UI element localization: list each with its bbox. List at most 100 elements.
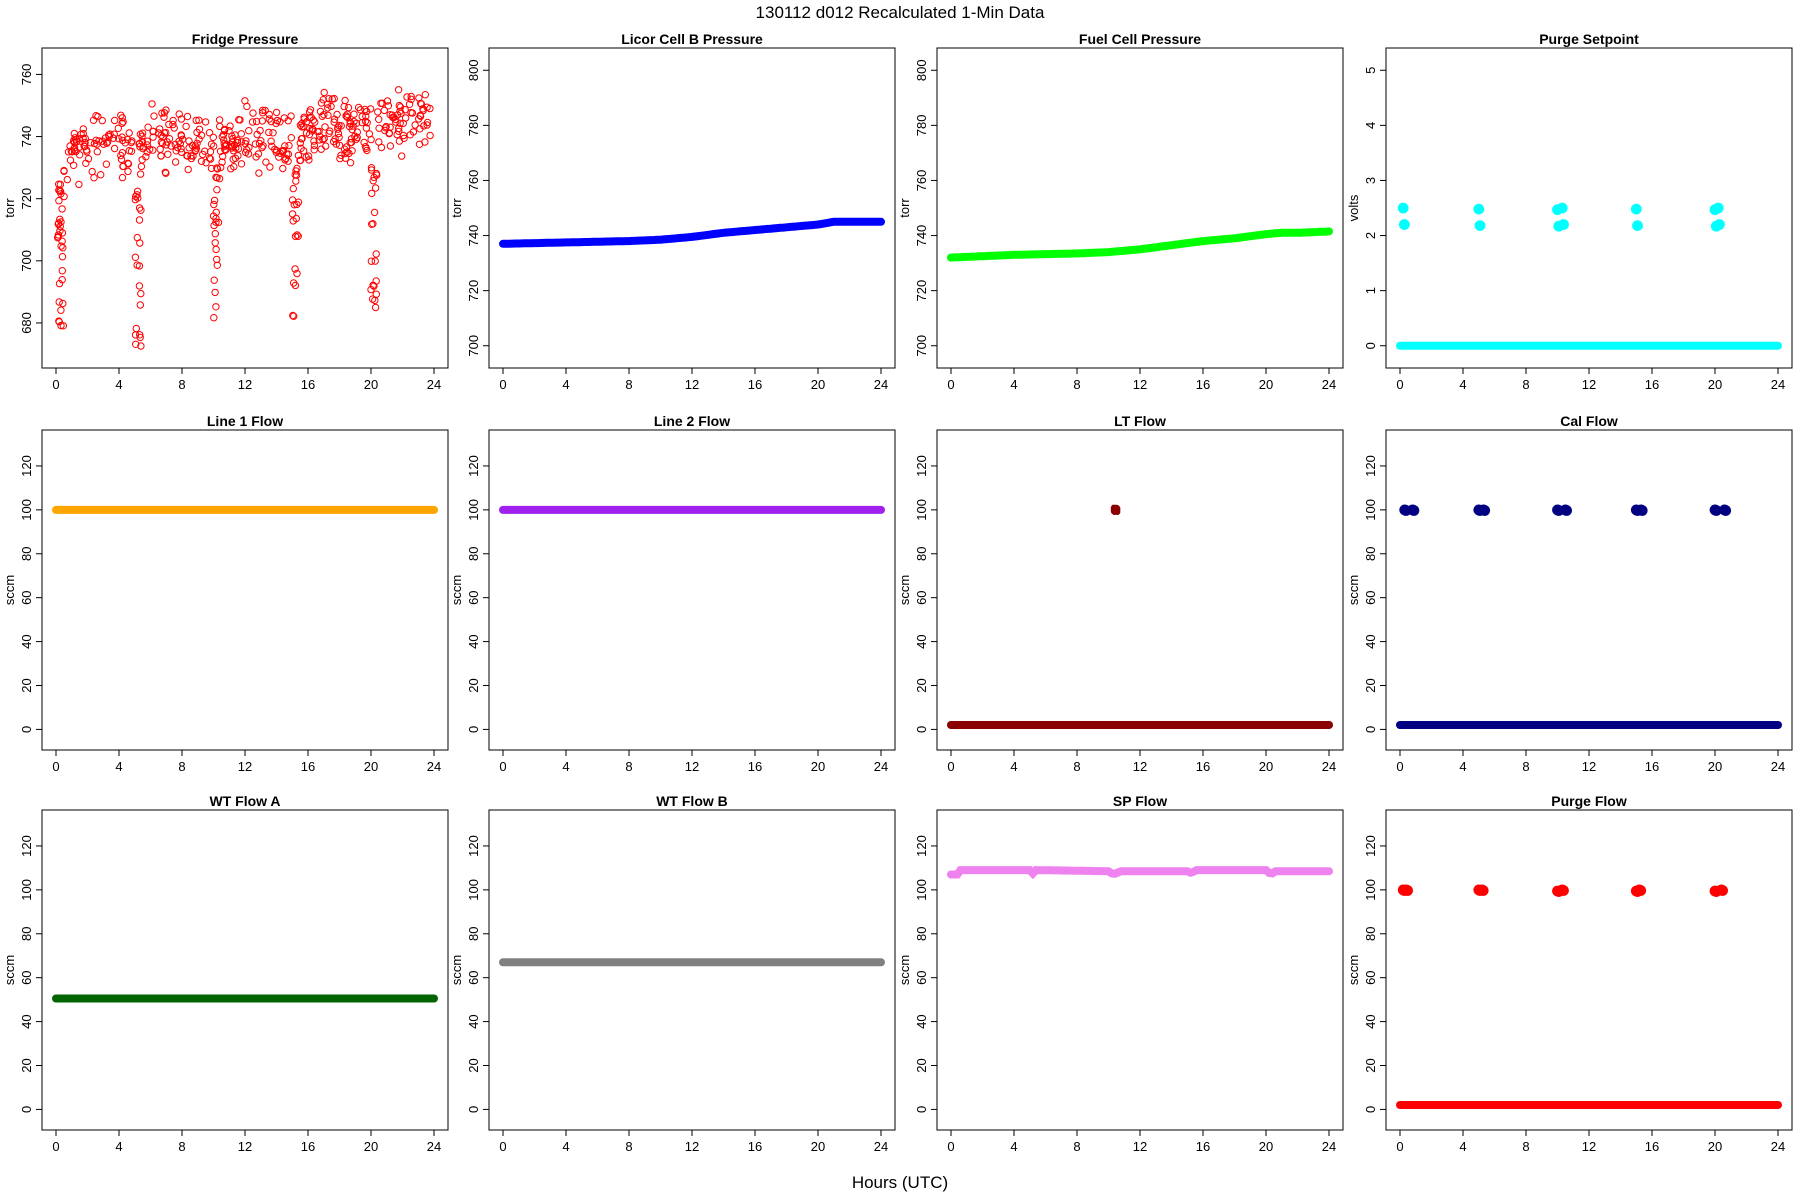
- data-point: [1558, 885, 1569, 896]
- data-point: [293, 231, 301, 239]
- x-tick-label: 16: [748, 1139, 762, 1154]
- data-point: [81, 134, 90, 143]
- data-point: [381, 126, 389, 135]
- x-tick-label: 24: [1322, 1139, 1336, 1154]
- data-point: [213, 186, 221, 194]
- data-point: [407, 108, 415, 117]
- x-tick-label: 20: [1708, 1139, 1722, 1154]
- x-tick-label: 0: [1396, 759, 1403, 774]
- data-point: [416, 112, 425, 120]
- y-axis-label: sccm: [449, 575, 464, 605]
- y-tick-label: 120: [1363, 455, 1378, 477]
- data-point: [57, 242, 65, 250]
- data-point: [213, 261, 222, 269]
- data-point: [248, 118, 257, 126]
- data-point: [417, 100, 426, 108]
- y-axis-label: sccm: [2, 575, 17, 605]
- data-point: [259, 106, 267, 115]
- x-tick-label: 0: [499, 759, 506, 774]
- y-axis-label: torr: [449, 198, 464, 218]
- x-tick-label: 12: [685, 377, 699, 392]
- data-point: [138, 132, 146, 141]
- data-point: [315, 136, 323, 144]
- y-axis-label: sccm: [897, 575, 912, 605]
- data-point: [363, 119, 371, 127]
- data-point: [212, 245, 220, 254]
- data-point: [221, 146, 230, 154]
- data-point: [171, 140, 180, 149]
- data-point: [1556, 202, 1568, 214]
- data-point: [283, 150, 291, 158]
- plot-frame: [41, 47, 449, 369]
- data-point: [218, 133, 227, 141]
- x-tick-label: 16: [301, 377, 315, 392]
- data-point: [375, 115, 383, 124]
- data-point: [93, 148, 102, 156]
- y-tick-label: 20: [466, 1058, 481, 1072]
- data-point: [324, 111, 332, 120]
- data-point: [395, 137, 404, 145]
- panel-sp-flow: SP Flow 0 4 8 12 16 20 24 0 20 40 60 80 100 120 sccm: [897, 793, 1344, 1154]
- data-point: [70, 129, 79, 138]
- y-tick-label: 0: [19, 726, 34, 733]
- x-tick-label: 24: [874, 377, 888, 392]
- data-point: [291, 281, 300, 290]
- x-tick-label: 12: [1133, 759, 1147, 774]
- data-point: [342, 143, 351, 151]
- series-line: [947, 866, 1333, 880]
- y-tick-label: 780: [466, 115, 481, 137]
- data-point: [337, 151, 345, 160]
- series-line: [1110, 504, 1121, 515]
- data-point: [103, 139, 111, 147]
- y-tick-label: 120: [466, 835, 481, 857]
- x-tick-label: 24: [1771, 759, 1785, 774]
- y-tick-label: 40: [914, 1014, 929, 1028]
- y-tick-label: 120: [19, 835, 34, 857]
- y-tick-label: 80: [1363, 927, 1378, 941]
- data-point: [230, 163, 238, 171]
- plot-frame: [1385, 809, 1793, 1131]
- data-point: [415, 140, 424, 149]
- data-point: [211, 230, 220, 238]
- data-point: [75, 180, 83, 189]
- y-tick-label: 700: [466, 335, 481, 357]
- y-tick-label: 60: [1363, 590, 1378, 604]
- x-axis-title: Hours (UTC): [852, 1173, 948, 1192]
- data-point: [315, 127, 323, 136]
- data-point: [209, 212, 218, 220]
- data-point: [57, 190, 65, 198]
- data-point: [135, 140, 143, 148]
- plot-frame: [41, 429, 449, 751]
- data-point: [366, 105, 375, 113]
- y-tick-label: 680: [19, 312, 34, 334]
- data-point: [158, 109, 166, 117]
- data-point: [310, 146, 318, 154]
- y-axis-label: sccm: [1346, 955, 1361, 985]
- data-point: [1402, 885, 1413, 896]
- panel-wt-flow-a: WT Flow A 0 4 8 12 16 20 24 0 20 40 60 80 100 120 sccm: [2, 793, 449, 1154]
- series-line: [947, 227, 1333, 262]
- data-point: [342, 112, 351, 120]
- y-tick-label: 120: [914, 835, 929, 857]
- plot-frame: [936, 809, 1344, 1131]
- x-tick-label: 0: [52, 759, 59, 774]
- x-tick-label: 4: [115, 377, 122, 392]
- data-point: [132, 340, 140, 348]
- data-point: [331, 135, 339, 143]
- data-point: [1408, 505, 1420, 516]
- x-tick-label: 0: [52, 377, 59, 392]
- data-point: [95, 137, 103, 145]
- data-point: [307, 113, 315, 121]
- data-point: [56, 222, 64, 231]
- y-tick-label: 80: [914, 547, 929, 561]
- data-point: [150, 112, 158, 120]
- x-tick-label: 4: [562, 759, 569, 774]
- x-tick-label: 0: [499, 377, 506, 392]
- panel-title: Line 1 Flow: [207, 413, 283, 429]
- data-point: [132, 192, 140, 201]
- y-axis-label: volts: [1346, 194, 1361, 221]
- x-tick-label: 12: [238, 759, 252, 774]
- panel-title: WT Flow A: [209, 793, 280, 809]
- y-tick-label: 700: [914, 335, 929, 357]
- data-point: [265, 110, 273, 119]
